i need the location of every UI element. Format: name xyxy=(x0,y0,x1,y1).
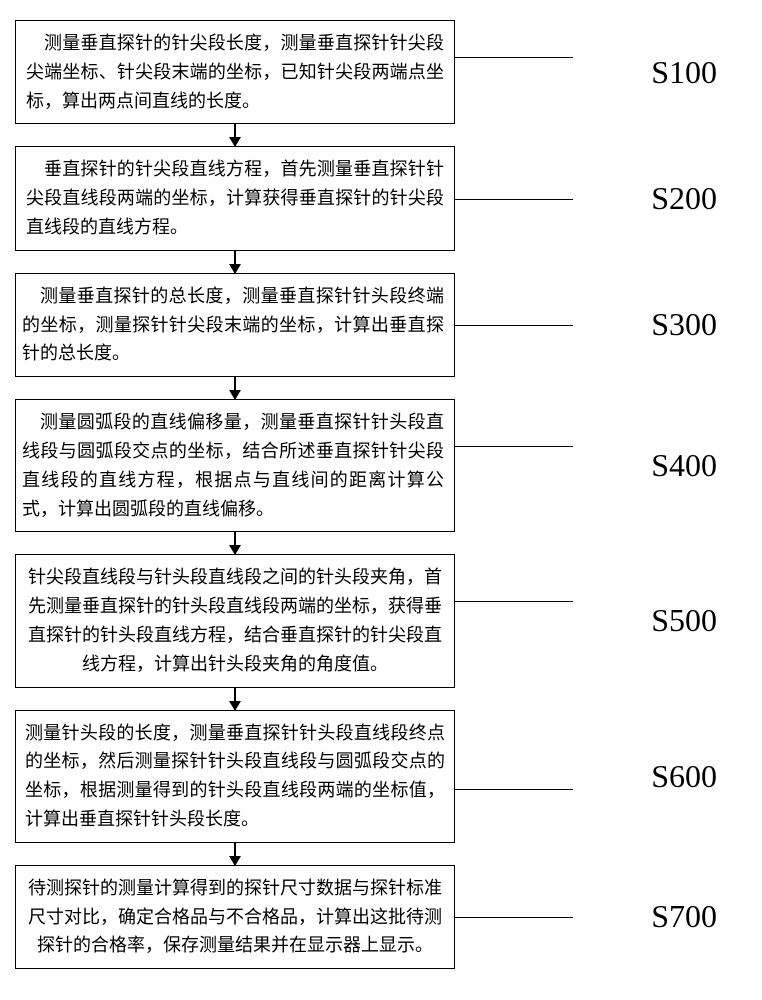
flowchart-box-s400: 测量圆弧段的直线偏移量，测量垂直探针针头段直线段与圆弧段交点的坐标，结合所述垂直… xyxy=(15,399,455,532)
connector-line-s100 xyxy=(455,57,573,58)
step-label-s100: S100 xyxy=(651,54,747,91)
arrow-down-icon xyxy=(234,124,236,146)
arrow-down-icon xyxy=(234,688,236,710)
step-label-s400: S400 xyxy=(651,447,747,484)
arrow-down-icon xyxy=(234,843,236,865)
flowchart-box-s600: 测量针头段的长度，测量垂直探针针头段直线段终点的坐标，然后测量探针针头段直线段与… xyxy=(15,710,455,843)
connector-line-s700 xyxy=(455,917,573,918)
flowchart-box-s200: 垂直探针的针尖段直线方程，首先测量垂直探针针尖段直线段两端的坐标，计算获得垂直探… xyxy=(15,146,455,250)
step-label-s500: S500 xyxy=(651,602,747,639)
arrow-container-3 xyxy=(15,377,455,399)
step-row-3: 测量垂直探针的总长度，测量垂直探针针头段终端的坐标，测量探针针尖段末端的坐标，计… xyxy=(15,273,747,377)
arrow-container-2 xyxy=(15,251,455,273)
flowchart-box-s300: 测量垂直探针的总长度，测量垂直探针针头段终端的坐标，测量探针针尖段末端的坐标，计… xyxy=(15,273,455,377)
step-row-2: 垂直探针的针尖段直线方程，首先测量垂直探针针尖段直线段两端的坐标，计算获得垂直探… xyxy=(15,146,747,250)
connector-line-s300 xyxy=(455,325,573,326)
step-row-4: 测量圆弧段的直线偏移量，测量垂直探针针头段直线段与圆弧段交点的坐标，结合所述垂直… xyxy=(15,399,747,532)
flowchart-box-s700: 待测探针的测量计算得到的探针尺寸数据与探针标准尺寸对比，确定合格品与不合格品，计… xyxy=(15,865,455,969)
step-row-6: 测量针头段的长度，测量垂直探针针头段直线段终点的坐标，然后测量探针针头段直线段与… xyxy=(15,710,747,843)
step-label-s600: S600 xyxy=(651,758,747,795)
flowchart-box-s100: 测量垂直探针的针尖段长度，测量垂直探针针尖段尖端坐标、针尖段末端的坐标，已知针尖… xyxy=(15,20,455,124)
arrow-container-1 xyxy=(15,124,455,146)
step-label-s300: S300 xyxy=(651,306,747,343)
arrow-container-5 xyxy=(15,688,455,710)
arrow-container-6 xyxy=(15,843,455,865)
step-row-7: 待测探针的测量计算得到的探针尺寸数据与探针标准尺寸对比，确定合格品与不合格品，计… xyxy=(15,865,747,969)
step-label-s200: S200 xyxy=(651,180,747,217)
arrow-container-4 xyxy=(15,532,455,554)
step-row-1: 测量垂直探针的针尖段长度，测量垂直探针针尖段尖端坐标、针尖段末端的坐标，已知针尖… xyxy=(15,20,747,124)
step-label-s700: S700 xyxy=(651,898,747,935)
connector-line-s500 xyxy=(455,601,573,602)
arrow-down-icon xyxy=(234,532,236,554)
arrow-down-icon xyxy=(234,251,236,273)
connector-line-s400 xyxy=(455,446,573,447)
connector-line-s200 xyxy=(455,199,573,200)
flowchart-box-s500: 针尖段直线段与针头段直线段之间的针头段夹角，首先测量垂直探针的针头段直线段两端的… xyxy=(15,554,455,687)
arrow-down-icon xyxy=(234,377,236,399)
connector-line-s600 xyxy=(455,789,573,790)
flowchart-container: 测量垂直探针的针尖段长度，测量垂直探针针尖段尖端坐标、针尖段末端的坐标，已知针尖… xyxy=(15,20,747,969)
step-row-5: 针尖段直线段与针头段直线段之间的针头段夹角，首先测量垂直探针的针头段直线段两端的… xyxy=(15,554,747,687)
